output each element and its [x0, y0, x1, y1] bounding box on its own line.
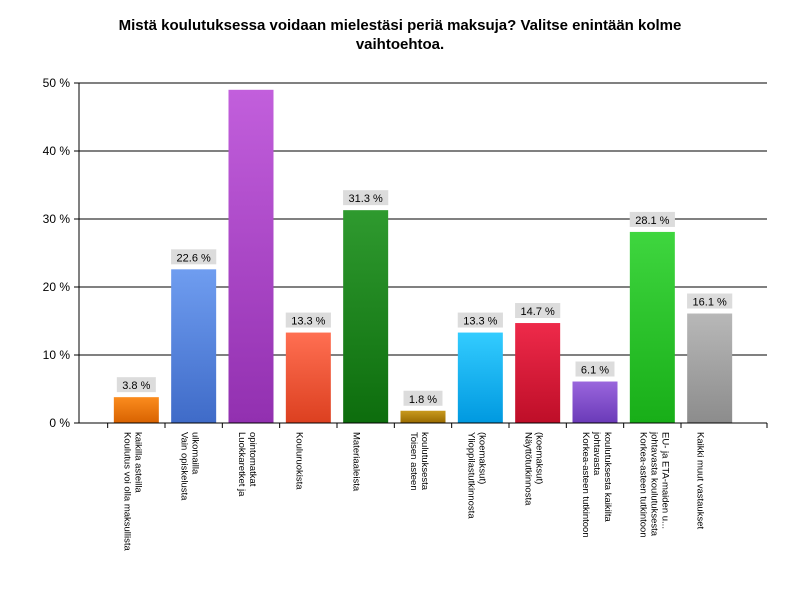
category-label: Kouluruokista [293, 432, 304, 490]
data-label: 3.8 % [122, 380, 150, 392]
y-tick-label: 40 % [43, 144, 71, 158]
y-tick-label: 20 % [43, 280, 71, 294]
category-label-line: Kouluruokista [293, 432, 304, 490]
category-label: Materiaaleista [351, 432, 362, 492]
bar [572, 381, 618, 423]
category-label-line: johtavasta [591, 431, 602, 476]
category-label-line: Näyttötutkinnosta [523, 432, 534, 506]
category-label-line: kaikilla asteilla [132, 432, 143, 493]
chart-title: Mistä koulutuksessa voidaan mielestäsi p… [60, 16, 740, 54]
data-label-bg [403, 390, 443, 406]
data-label-bg [343, 190, 389, 206]
y-tick-label: 0 % [49, 416, 70, 430]
data-label-bg [515, 303, 561, 319]
data-label-bg [285, 312, 331, 328]
category-label-line: Korkea-asteen tutkintoon [580, 432, 591, 538]
bar [285, 332, 331, 423]
bar [171, 269, 217, 423]
bar [515, 323, 561, 423]
category-label-line: Koulutus voi olla maksullista [121, 432, 132, 552]
bar [343, 210, 389, 423]
category-label: Ylioppilastutkinnosta (koemaksut) [465, 432, 487, 519]
category-label-line: Vain opiskelusta [179, 432, 190, 501]
data-label-bg [575, 361, 615, 377]
category-label: Luokkaretket ja opintomatkat [236, 432, 258, 497]
category-label: Vain opiskelusta ulkomailla [179, 432, 201, 501]
category-label-line: johtavasta koulutuksesta [648, 431, 659, 537]
data-label: 13.3 % [463, 316, 497, 328]
category-label: Korkea-asteen tutkintoon johtavasta koulut… [580, 431, 613, 538]
category-label-line: (koemaksut) [476, 432, 487, 484]
category-label: Näyttötutkinnosta (koemaksut) [523, 432, 545, 506]
category-label-line: Luokkaretket ja [236, 432, 247, 497]
category-label-line: Korkea-asteen tutkintoon [637, 432, 648, 538]
category-label-line: Kaikki muut vastaukset [695, 432, 706, 530]
data-label-bg [116, 377, 156, 393]
category-label-line: koulutuksesta [419, 432, 430, 491]
bar [228, 89, 274, 424]
data-label-bg [457, 312, 503, 328]
y-tick-label: 30 % [43, 212, 71, 226]
data-label: 6.1 % [581, 365, 609, 377]
category-label-line: EU- ja ETA-maiden u... [659, 432, 670, 529]
category-label: Toisen asteen koulutuksesta [408, 432, 430, 491]
data-label: 22.6 % [177, 252, 211, 264]
chart-title-line-2: vaihtoehtoa. [355, 36, 445, 53]
bar [629, 231, 675, 423]
bar [113, 397, 159, 423]
data-label: 13.3 % [291, 316, 325, 328]
category-label-line: Materiaaleista [351, 432, 362, 492]
bar [687, 313, 733, 423]
category-label-line: koulutuksesta kaikilta [602, 432, 613, 522]
category-label: Koulutus voi olla maksullista kaikilla as… [121, 432, 143, 552]
category-label-line: (koemaksut) [534, 432, 545, 484]
category-label-line: opintomatkat [247, 432, 258, 487]
data-label-bg [687, 293, 733, 309]
data-label: 1.8 % [409, 394, 437, 406]
category-label-line: ulkomailla [190, 432, 201, 475]
category-label: Kaikki muut vastaukset [695, 432, 706, 530]
data-label-bg [171, 249, 217, 265]
bar [457, 332, 503, 423]
category-label-line: Toisen asteen [408, 432, 419, 491]
y-tick-label: 50 % [43, 76, 71, 90]
data-label: 28.1 % [635, 215, 669, 227]
chart-title-line-1: Mistä koulutuksessa voidaan mielestäsi p… [118, 17, 682, 34]
data-label: 16.1 % [693, 297, 727, 309]
data-label: 31.3 % [349, 193, 383, 205]
data-label: 14.7 % [521, 306, 555, 318]
category-label: Korkea-asteen tutkintoon johtavasta koulu… [637, 431, 670, 538]
y-tick-label: 10 % [43, 348, 71, 362]
category-label-line: Ylioppilastutkinnosta [465, 432, 476, 519]
bar [400, 410, 446, 423]
data-label-bg [629, 211, 675, 227]
